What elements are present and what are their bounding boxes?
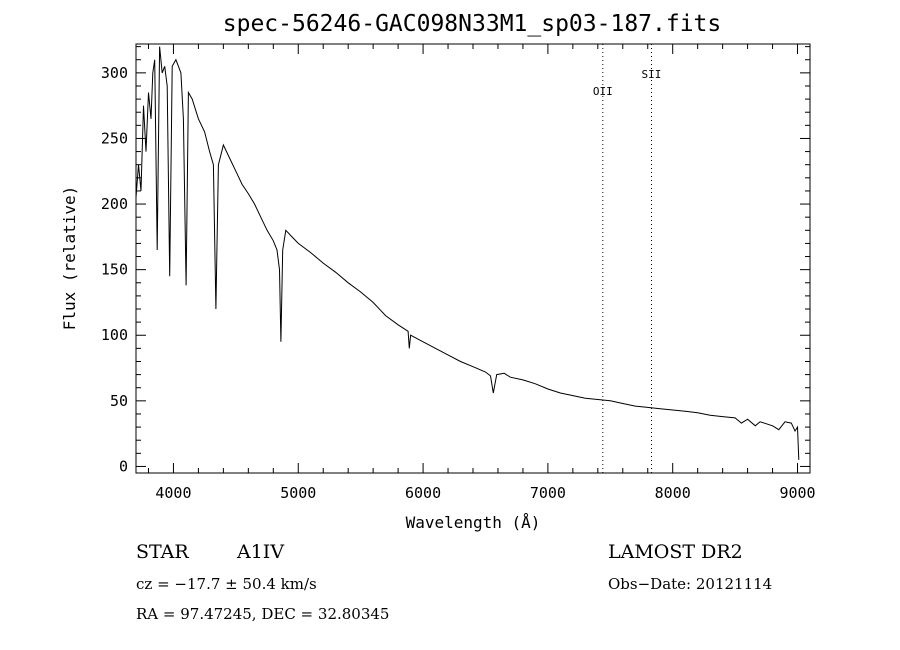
reference-lines — [602, 44, 652, 473]
y-axis-label: Flux (relative) — [60, 186, 79, 331]
observation-date: Obs−Date: 20121114 — [608, 575, 773, 593]
x-tick-label: 8000 — [655, 484, 691, 502]
y-tick-label: 100 — [101, 326, 128, 344]
axis-tick-labels: 4000 5000 6000 7000 8000 9000 0 50 100 150 200 250 3… — [101, 64, 816, 502]
annotation-label-oii: OII — [593, 85, 613, 98]
object-type: STAR — [136, 541, 189, 563]
annotation-label-sii: SII — [642, 68, 662, 81]
spectral-subclass: A1IV — [237, 541, 285, 563]
x-tick-label: 6000 — [405, 484, 441, 502]
x-tick-label: 5000 — [280, 484, 316, 502]
plot-frame — [135, 43, 811, 474]
y-tick-label: 0 — [119, 457, 128, 475]
y-tick-label: 200 — [101, 195, 128, 213]
y-tick-label: 50 — [110, 392, 128, 410]
y-tick-label: 150 — [101, 261, 128, 279]
line-annotations: OII SII — [593, 68, 662, 98]
x-axis-label: Wavelength (Å) — [406, 513, 541, 532]
y-tick-label: 250 — [101, 129, 128, 147]
coordinates: RA = 97.47245, DEC = 32.80345 — [136, 605, 390, 623]
axis-ticks — [136, 44, 810, 473]
x-tick-label: 9000 — [779, 484, 815, 502]
redshift-velocity: cz = −17.7 ± 50.4 km/s — [136, 575, 317, 593]
y-tick-label: 300 — [101, 64, 128, 82]
chart-title: spec-56246-GAC098N33M1_sp03-187.fits — [223, 11, 722, 37]
x-tick-label: 7000 — [530, 484, 566, 502]
survey-release: LAMOST DR2 — [608, 541, 743, 563]
spectrum-series-line — [135, 46, 800, 460]
x-tick-label: 4000 — [155, 484, 191, 502]
